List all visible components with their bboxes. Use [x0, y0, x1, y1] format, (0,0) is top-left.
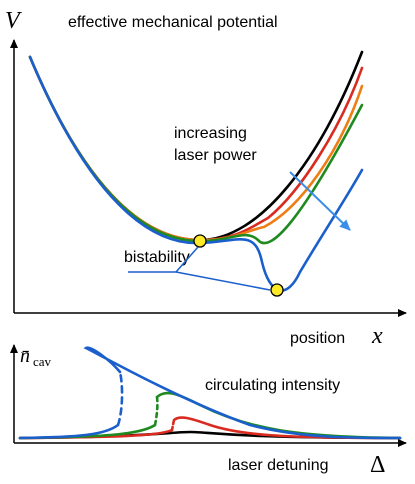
x-axis-symbol: x: [371, 323, 383, 349]
curve-red: [172, 416, 402, 440]
curve-blue: [18, 423, 120, 440]
y-axis-subscript: cav: [33, 354, 52, 369]
annotation: increasing: [174, 125, 247, 142]
bistability-label: bistability: [124, 249, 190, 266]
title: effective mechanical potential: [68, 14, 278, 31]
intensity-curves: [18, 346, 402, 440]
bottom-axes: [10, 344, 407, 447]
curve-blue: [83, 346, 402, 440]
bistability-pointer: [128, 246, 271, 291]
curve-red-unstable: [170, 418, 176, 432]
curve-blue-unstable: [116, 370, 124, 427]
stable-point: [270, 283, 284, 297]
curve-green-unstable: [153, 395, 159, 427]
stable-point: [193, 234, 207, 248]
top-axes: [10, 39, 407, 317]
annotation: laser power: [174, 147, 257, 164]
x-axis-label: position: [290, 330, 345, 347]
x-axis-symbol: Δ: [370, 452, 385, 478]
y-axis-symbol: n̄: [20, 345, 30, 367]
curve-blue: [28, 55, 364, 292]
x-axis-label: laser detuning: [228, 457, 329, 474]
power-arrow: [289, 171, 351, 231]
annotation: circulating intensity: [205, 377, 340, 394]
potential-curves: [28, 50, 364, 292]
curve-black: [28, 50, 364, 242]
y-axis-symbol: V: [5, 8, 22, 34]
